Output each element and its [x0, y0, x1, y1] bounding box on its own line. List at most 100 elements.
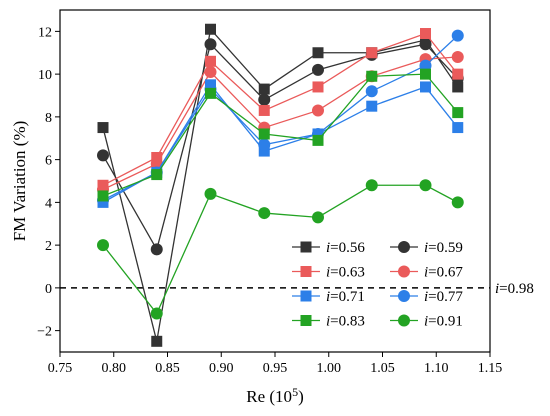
y-axis-title: FM Variation (%) — [10, 121, 29, 242]
data-point — [258, 207, 271, 220]
legend-item: i=0.83 — [292, 314, 365, 330]
legend-item: i=0.56 — [292, 240, 365, 256]
legend-marker — [398, 314, 410, 327]
series-line — [102, 56, 458, 191]
data-point — [204, 187, 217, 200]
data-point — [452, 122, 464, 134]
data-point — [365, 179, 378, 192]
data-point — [151, 169, 163, 181]
plot-layer — [60, 23, 490, 347]
data-point — [205, 55, 216, 67]
data-point — [258, 93, 271, 106]
data-point — [420, 81, 431, 93]
series-4 — [97, 79, 464, 208]
series-2 — [97, 28, 464, 191]
legend-item: i=0.77 — [390, 289, 463, 305]
data-point — [204, 65, 217, 78]
data-point — [312, 47, 324, 59]
legend-marker — [398, 290, 410, 302]
legend-label: i=0.91 — [424, 314, 463, 330]
axis-layer: 0.75 0.80 0.85 0.90 0.95 1.00 1.05 1.10 1.15 −2 0 2… — [37, 25, 534, 376]
series-7 — [97, 179, 464, 320]
data-point — [97, 239, 109, 252]
series-line — [102, 42, 459, 252]
data-point — [205, 87, 216, 99]
data-point — [366, 100, 378, 112]
x-tick-label: 1.00 — [317, 361, 342, 376]
x-tick-label: 0.90 — [209, 361, 234, 376]
legend-label: i=0.83 — [326, 314, 365, 330]
reference-line-label: i=0.98 — [495, 281, 534, 297]
series-6 — [97, 68, 464, 202]
legend-marker — [300, 241, 312, 253]
data-point — [420, 68, 431, 80]
y-tick-label: 10 — [38, 68, 52, 83]
data-point — [258, 145, 270, 157]
legend-marker — [300, 266, 312, 277]
y-tick-label: 0 — [45, 282, 52, 297]
data-point — [97, 149, 109, 162]
data-point — [312, 81, 324, 93]
x-tick-label: 1.15 — [478, 361, 503, 376]
data-point — [419, 59, 432, 72]
data-point — [150, 243, 163, 256]
legend-label: i=0.56 — [326, 240, 365, 256]
legend-marker — [398, 265, 410, 278]
data-point — [451, 29, 464, 42]
series-line — [102, 184, 459, 315]
data-point — [451, 51, 464, 64]
data-point — [151, 335, 163, 347]
data-point — [312, 104, 324, 117]
y-tick-label: 8 — [45, 111, 52, 126]
legend-marker — [300, 315, 312, 326]
data-point — [97, 122, 109, 134]
data-point — [205, 23, 216, 35]
data-point — [366, 47, 378, 59]
data-point — [451, 196, 464, 209]
data-point — [97, 190, 109, 202]
data-point — [452, 68, 464, 80]
legend-label: i=0.77 — [424, 289, 463, 305]
data-point — [419, 179, 432, 192]
data-point — [312, 63, 324, 76]
series-line — [102, 27, 459, 342]
legend-item: i=0.71 — [292, 289, 365, 305]
legend-item: i=0.91 — [390, 314, 463, 330]
x-axis-title: Re (105) — [246, 385, 303, 406]
y-tick-label: 12 — [38, 25, 52, 40]
legend: i=0.56 i=0.59 i=0.63 i=0.67 i=0.71 i=0.77 i=0.… — [292, 240, 463, 330]
series-line — [102, 32, 459, 186]
legend-item: i=0.67 — [390, 265, 463, 281]
x-tick-label: 1.10 — [424, 361, 449, 376]
y-tick-label: −2 — [37, 325, 52, 340]
data-point — [420, 28, 431, 40]
y-tick-label: 4 — [45, 196, 52, 211]
legend-marker — [398, 241, 410, 253]
data-point — [365, 85, 378, 98]
x-tick-label: 1.05 — [370, 361, 395, 376]
data-point — [258, 138, 271, 151]
data-point — [150, 307, 163, 320]
legend-marker — [300, 290, 312, 302]
legend-label: i=0.59 — [424, 240, 463, 256]
y-tick-label: 6 — [45, 154, 52, 169]
legend-item: i=0.63 — [292, 265, 365, 281]
data-point — [258, 83, 270, 95]
data-point — [452, 81, 464, 93]
legend-item: i=0.59 — [390, 240, 463, 256]
data-point — [258, 128, 270, 140]
series-1 — [97, 38, 464, 256]
data-point — [419, 38, 432, 51]
x-tick-label: 0.85 — [155, 361, 180, 376]
series-line — [102, 35, 459, 201]
data-point — [204, 38, 217, 51]
y-tick-label: 2 — [45, 239, 52, 254]
x-tick-label: 0.75 — [48, 361, 73, 376]
legend-label: i=0.63 — [326, 265, 365, 281]
data-point — [312, 211, 324, 224]
data-point — [452, 107, 464, 119]
data-point — [312, 134, 324, 146]
legend-label: i=0.71 — [326, 289, 365, 305]
data-point — [151, 151, 163, 163]
